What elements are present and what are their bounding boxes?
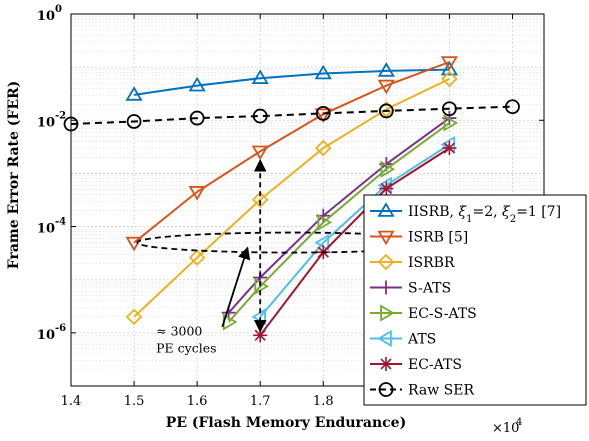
data-point [317,213,333,231]
svg-text:10: 10 [37,328,55,343]
y-tick-label: 10 0 [37,4,62,24]
legend-entry-ats: ATS [370,329,436,348]
legend-label: Raw SER [408,383,474,399]
series-layer [63,56,520,343]
series-line-ecsats [227,122,450,323]
data-point [379,357,393,371]
legend-label: IISRB, ξ1=2, ξ2=1 [7] [408,204,561,225]
svg-text:10: 10 [37,115,55,130]
svg-text:-4: -4 [55,217,66,228]
series-line-ats [259,143,450,318]
legend-label: ISRB [5] [408,230,468,246]
series-line-ecats [259,147,450,336]
data-point [314,108,332,124]
legend-entry-sats: S-ATS [370,280,451,297]
data-point [441,70,458,88]
annotation-text-line2: PE cycles [156,340,216,355]
series-iisrb [125,60,458,101]
data-point [380,160,396,178]
legend-entry-ecsats: EC-S-ATS [370,304,477,322]
data-point [125,86,143,101]
legend-label: EC-S-ATS [408,306,477,322]
x-axis-title: PE (Flash Memory Endurance) [166,415,406,431]
data-point [377,230,395,246]
legend-label: ATS [407,332,436,348]
x-multiplier-exponent: 4 [516,417,522,428]
svg-text:0: 0 [55,4,62,15]
data-point [251,145,269,161]
data-point [251,69,269,84]
data-point [377,79,395,95]
legend-entry-raw: Raw SER [370,382,474,399]
legend-entry-isrbr: ISRBR [370,253,455,271]
y-axis-title: Frame Error Rate (FER) [6,81,22,270]
svg-text:-6: -6 [55,323,66,334]
data-point [377,202,395,217]
data-point [440,60,458,76]
data-point [379,280,393,295]
data-point [314,64,332,80]
data-point [378,103,394,119]
data-point [379,181,394,196]
data-point [314,139,332,157]
x-tick-label: 1.7 [250,394,271,409]
y-tick-label: 10 -4 [37,217,66,237]
data-point [188,249,206,266]
svg-text:-2: -2 [55,110,66,121]
x-multiplier: ×10 4 [492,417,522,436]
data-point [315,105,331,121]
data-point [125,308,143,326]
legend-entry-isrb: ISRB [5] [370,230,468,246]
legend-label: ISRBR [408,255,455,271]
legend-label: EC-ATS [408,357,462,373]
data-point [441,101,457,117]
series-line-isrb [133,61,450,244]
data-point [126,114,142,129]
y-tick-label: 10 -6 [37,323,66,343]
y-tick-label: 10 -2 [37,110,66,130]
data-point [443,114,459,132]
data-point [380,304,395,322]
data-point [505,99,520,115]
data-point [442,141,457,156]
legend-label: S-ATS [408,281,451,297]
x-tick-label: 1.5 [124,394,145,409]
svg-text:10: 10 [37,222,55,237]
x-multiplier-base: ×10 [492,421,519,436]
series-line-raw [70,105,513,125]
data-point [188,186,206,201]
legend-entry-ecats: EC-ATS [370,357,462,373]
data-point [440,56,458,71]
data-point [189,110,205,126]
data-point [378,382,394,397]
series-isrb [125,56,458,252]
data-point [188,76,206,92]
data-point [377,253,395,271]
series-line-iisrb [133,68,450,96]
annotation-text-line1: ≈ 3000 [156,323,202,338]
legend: IISRB, ξ1=2, ξ2=1 [7] ISRB [5] ISRBR S-ATS E… [363,194,587,406]
x-tick-label: 1.6 [187,394,208,409]
x-tick-label: 1.8 [313,394,334,409]
legend-entry-iisrb: IISRB, ξ1=2, ξ2=1 [7] [370,202,561,225]
annotation-arrow [221,246,251,328]
data-point [314,233,330,252]
series-line-isrbr [133,77,450,318]
data-point [252,108,268,124]
data-point [377,62,395,77]
x-tick-label: 1.4 [61,394,82,409]
legend-box [363,194,587,406]
data-point [377,329,392,348]
svg-text:10: 10 [37,9,55,24]
axes: 1.41.51.61.71.81.922.110010-210-410-6 [37,4,545,409]
